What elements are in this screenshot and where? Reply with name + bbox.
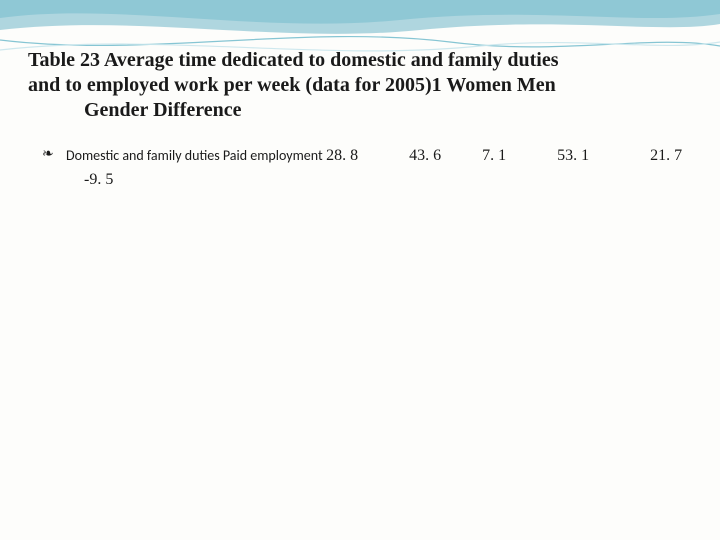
value-0: 28. 8 (326, 147, 358, 164)
body-label: Domestic and family duties Paid employme… (66, 147, 323, 164)
slide-content: Table 23 Average time dedicated to domes… (0, 0, 720, 191)
value-2: 7. 1 (482, 147, 506, 164)
title-line-3: Gender Difference (28, 98, 242, 123)
value-line2: -9. 5 (84, 171, 113, 188)
value-3: 53. 1 (557, 147, 589, 164)
title-line-1: Table 23 Average time dedicated to domes… (28, 49, 559, 71)
body-bullet-row: ❧ Domestic and family duties Paid employ… (28, 145, 692, 191)
bullet-icon: ❧ (42, 146, 54, 165)
slide-title: Table 23 Average time dedicated to domes… (28, 48, 692, 123)
title-line-2: and to employed work per week (data for … (28, 74, 556, 96)
value-4: 21. 7 (650, 147, 682, 164)
value-1: 43. 6 (409, 147, 441, 164)
